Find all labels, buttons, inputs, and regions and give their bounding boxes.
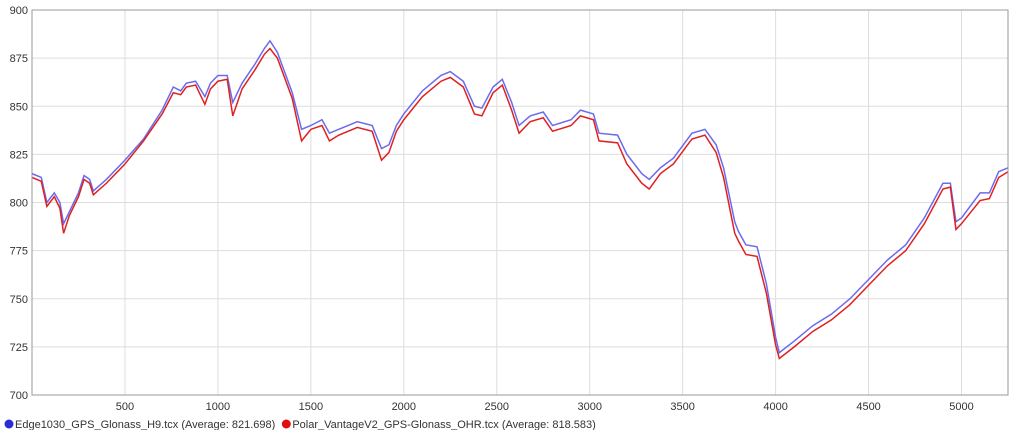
x-tick-label: 1000 [206, 401, 230, 413]
y-tick-label: 775 [10, 246, 28, 258]
y-tick-label: 700 [10, 390, 28, 402]
x-tick-label: 500 [116, 401, 134, 413]
x-tick-label: 4500 [856, 401, 880, 413]
x-tick-label: 2000 [392, 401, 416, 413]
legend-marker [281, 419, 291, 429]
plot-frame [31, 9, 1009, 396]
legend-label: Polar_VantageV2_GPS-Glonass_OHR.tcx (Ave… [292, 419, 595, 430]
x-tick-label: 5000 [949, 401, 973, 413]
y-tick-label: 825 [10, 149, 28, 161]
y-tick-label: 725 [10, 342, 28, 354]
x-tick-label: 3500 [670, 401, 694, 413]
series-line [31, 39, 1009, 354]
series-line [31, 47, 1009, 360]
legend-marker [4, 419, 14, 429]
legend-label: Edge1030_GPS_Glonass_H9.tcx (Average: 82… [15, 419, 275, 430]
y-tick-label: 850 [10, 101, 28, 113]
x-tick-label: 1500 [299, 401, 323, 413]
y-tick-label: 750 [10, 294, 28, 306]
x-tick-label: 4000 [763, 401, 787, 413]
y-tick-label: 900 [10, 5, 28, 17]
x-tick-label: 2500 [485, 401, 509, 413]
y-tick-label: 875 [10, 53, 28, 65]
x-tick-label: 3000 [577, 401, 601, 413]
y-tick-label: 800 [10, 198, 28, 210]
